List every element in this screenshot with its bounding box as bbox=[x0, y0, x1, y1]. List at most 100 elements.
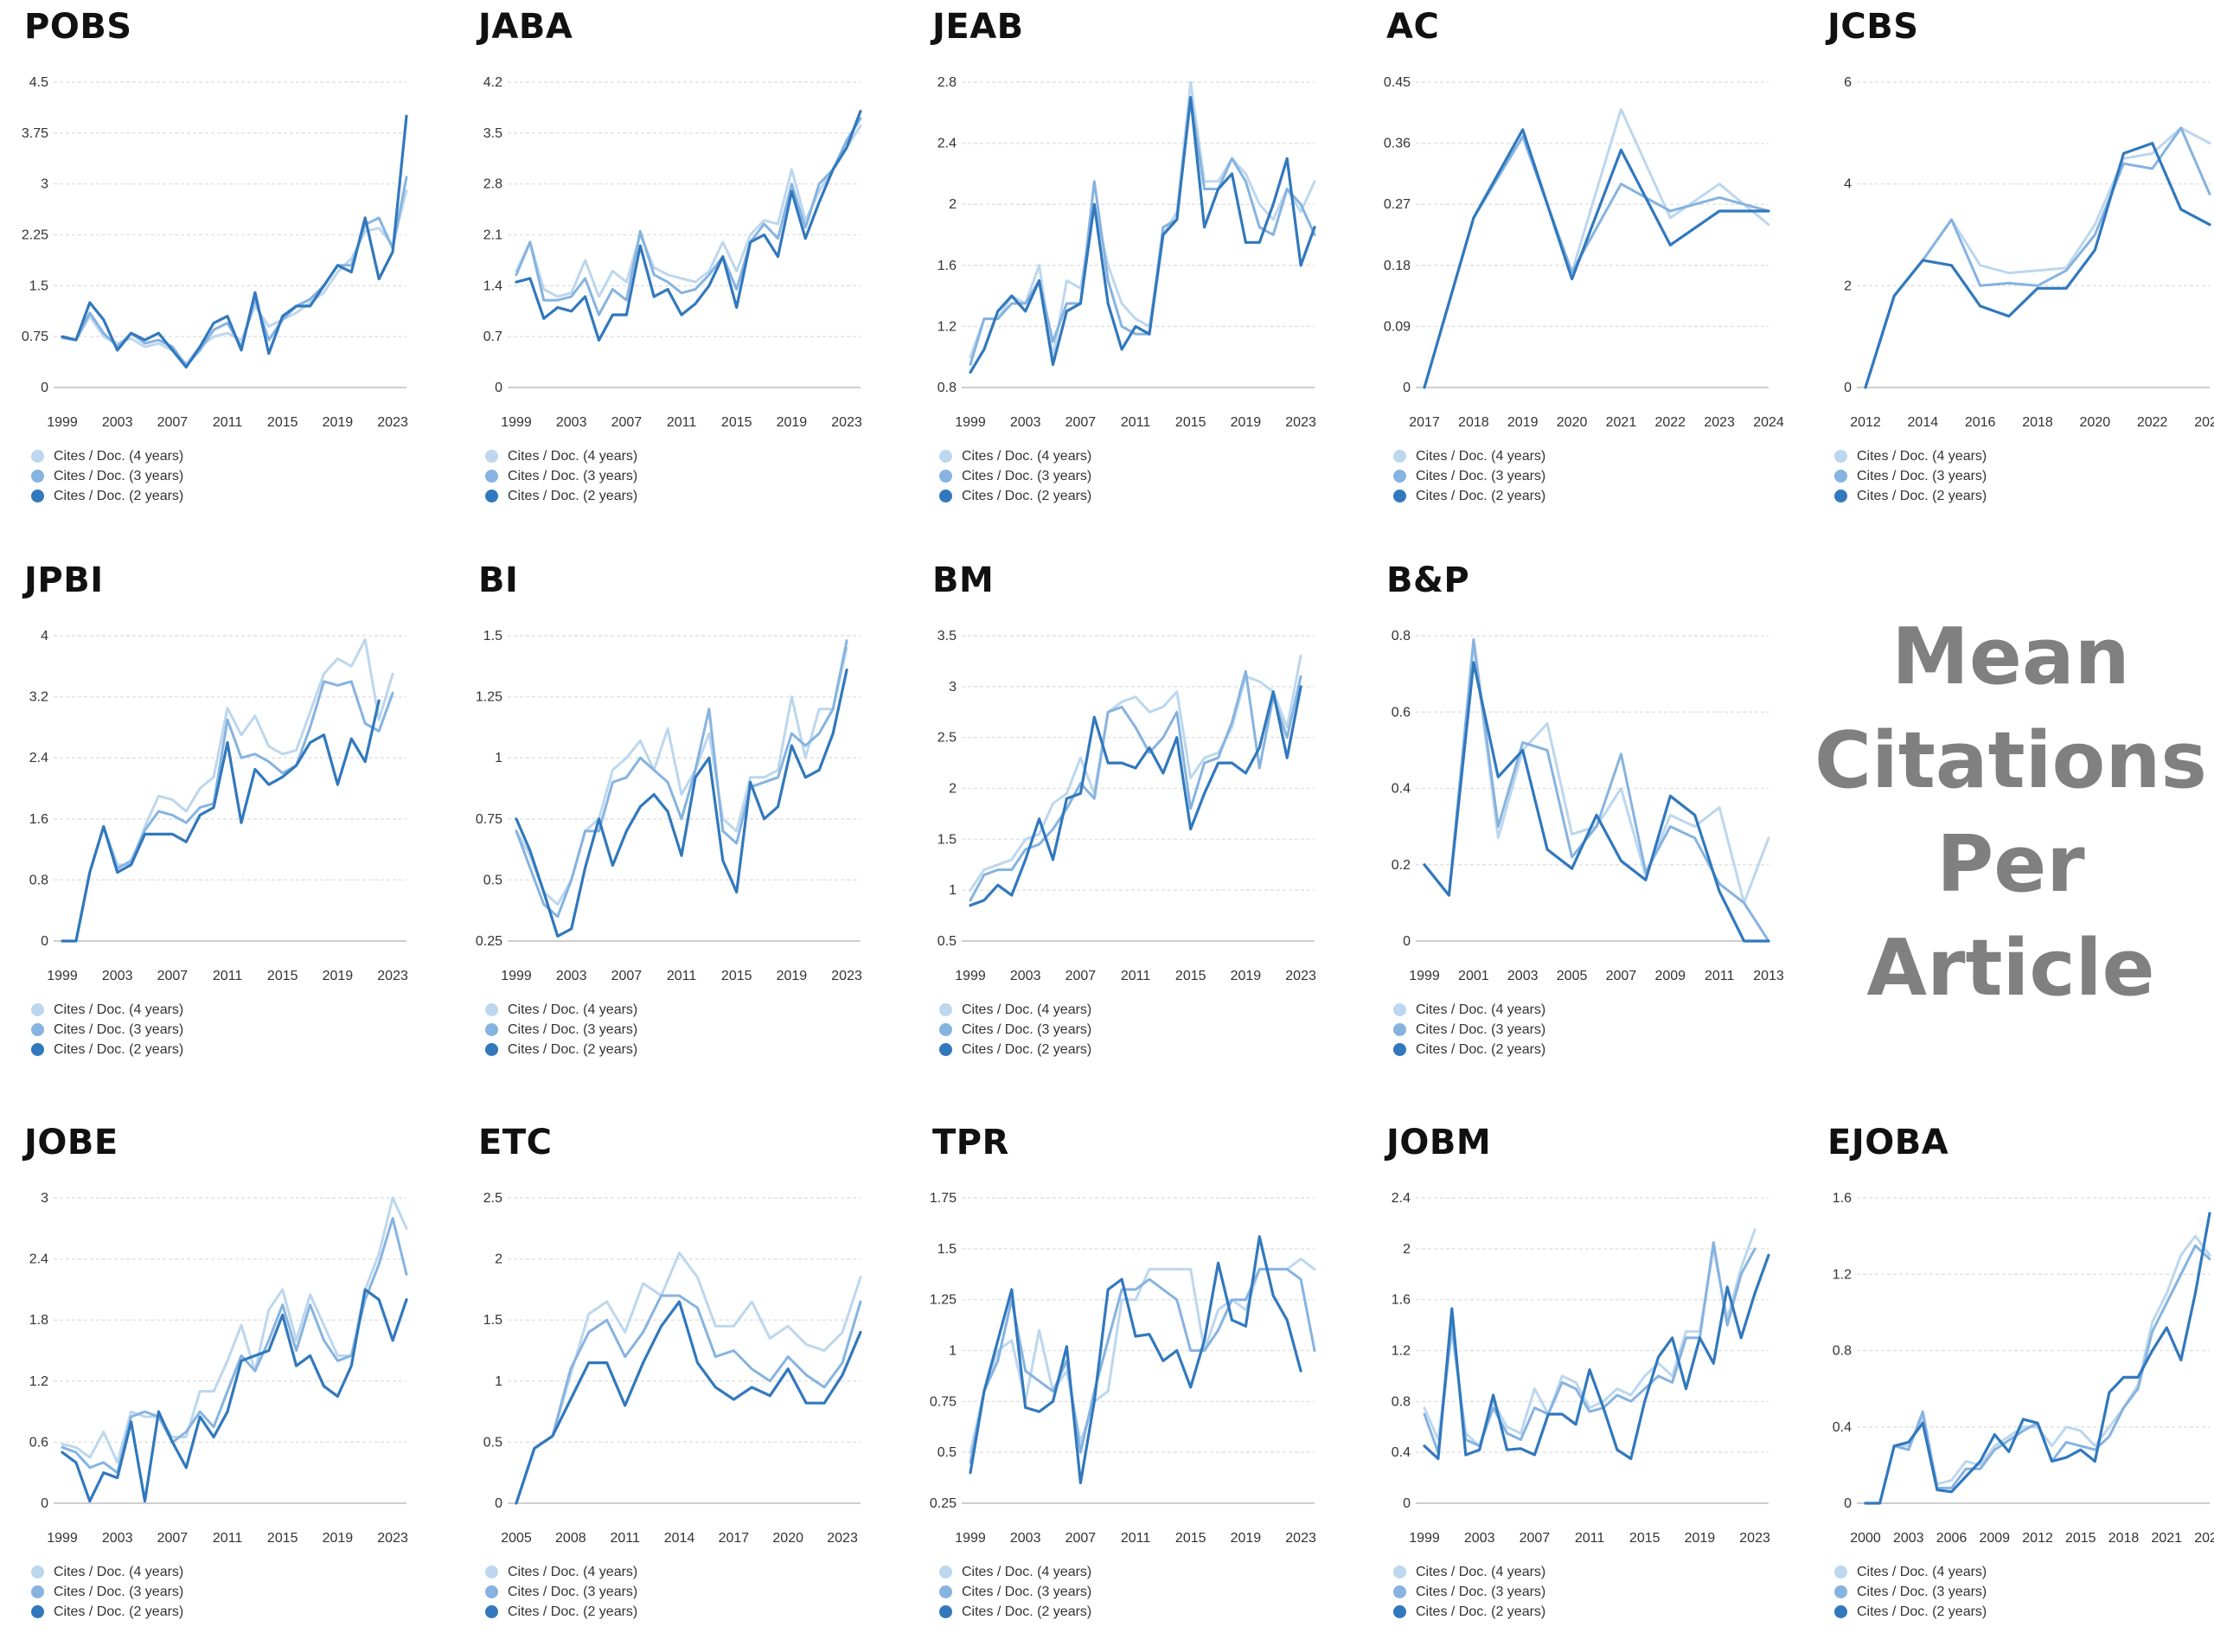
y-tick-label: 1.2 bbox=[1833, 1267, 1852, 1282]
x-tick-label: 2013 bbox=[1753, 969, 1784, 983]
x-tick-label: 2007 bbox=[1065, 969, 1097, 983]
x-tick-label: 1999 bbox=[47, 415, 78, 430]
line-chart: 0 0.4 0.8 1.2 1.6 2000 2003 2006 2009 2012 2015 201… bbox=[1833, 1191, 2214, 1546]
x-tick-label: 2019 bbox=[1507, 415, 1539, 430]
legend-swatch bbox=[485, 1585, 498, 1598]
y-tick-label: 0.25 bbox=[476, 934, 502, 949]
series-line bbox=[1864, 1234, 2211, 1505]
legend-item: Cites / Doc. (2 years) bbox=[939, 1602, 1091, 1622]
legend-item: Cites / Doc. (3 years) bbox=[939, 466, 1091, 486]
x-tick-label: 2023 bbox=[1285, 1531, 1316, 1546]
y-tick-label: 2.4 bbox=[29, 751, 48, 765]
x-tick-label: 2021 bbox=[2151, 1531, 2182, 1546]
legend-swatch bbox=[31, 470, 44, 483]
legend-swatch bbox=[31, 1585, 44, 1598]
y-tick-label: 2.4 bbox=[29, 1252, 48, 1267]
x-tick-label: 2003 bbox=[1010, 1531, 1041, 1546]
x-tick-label: 2020 bbox=[1557, 415, 1588, 430]
page-title-line: Citations bbox=[1814, 715, 2207, 806]
legend-label: Cites / Doc. (2 years) bbox=[1857, 488, 1987, 503]
x-tick-label: 2023 bbox=[377, 415, 408, 430]
legend-item: Cites / Doc. (2 years) bbox=[31, 486, 183, 506]
series-line bbox=[969, 80, 1316, 359]
x-tick-label: 2015 bbox=[1629, 1531, 1660, 1546]
x-tick-label: 2003 bbox=[102, 1531, 133, 1546]
legend-label: Cites / Doc. (4 years) bbox=[508, 448, 638, 464]
legend-swatch bbox=[31, 1605, 44, 1618]
chart-panel: ETC 0 0.5 1 1.5 2 2.5 2005 2008 2011 2014 2017 2020 2… bbox=[454, 1116, 886, 1652]
legend-item: Cites / Doc. (2 years) bbox=[939, 1040, 1091, 1060]
chart-title: POBS bbox=[24, 7, 132, 47]
chart-panel: POBS 0 0.75 1.5 2.25 3 3.75 4.5 1999 2003 2007 2011… bbox=[0, 0, 432, 536]
x-tick-label: 2021 bbox=[1606, 415, 1637, 430]
legend-swatch bbox=[939, 1003, 952, 1016]
legend: Cites / Doc. (4 years) Cites / Doc. (3 ye… bbox=[939, 446, 1091, 506]
chart-panel: JCBS 0 2 4 6 2012 2014 2016 2018 2020 2022 2024 Cite… bbox=[1803, 0, 2214, 536]
x-tick-label: 2015 bbox=[721, 415, 752, 430]
y-tick-label: 2 bbox=[1403, 1242, 1411, 1257]
legend-item: Cites / Doc. (4 years) bbox=[485, 1000, 637, 1020]
x-tick-label: 2011 bbox=[1121, 1531, 1151, 1546]
x-tick-label: 2015 bbox=[267, 1531, 298, 1546]
legend-item: Cites / Doc. (2 years) bbox=[31, 1040, 183, 1060]
x-tick-label: 1999 bbox=[1409, 1531, 1440, 1546]
chart-panel: JPBI 0 0.8 1.6 2.4 3.2 4 1999 2003 2007 2011 2015 20… bbox=[0, 554, 432, 1090]
x-tick-label: 2019 bbox=[777, 969, 808, 983]
chart-title: TPR bbox=[932, 1123, 1009, 1162]
y-tick-label: 0.75 bbox=[476, 812, 502, 827]
x-tick-label: 1999 bbox=[955, 969, 986, 983]
x-tick-label: 2007 bbox=[1520, 1531, 1551, 1546]
x-tick-label: 2003 bbox=[556, 969, 587, 983]
x-tick-label: 2015 bbox=[267, 969, 298, 983]
legend-label: Cites / Doc. (4 years) bbox=[54, 448, 184, 464]
x-tick-label: 2019 bbox=[323, 1531, 354, 1546]
x-tick-label: 2020 bbox=[2080, 415, 2111, 430]
series-line bbox=[61, 114, 408, 369]
x-tick-label: 2019 bbox=[1685, 1531, 1716, 1546]
x-tick-label: 2018 bbox=[2022, 415, 2053, 430]
y-tick-label: 1.6 bbox=[937, 259, 957, 273]
y-tick-label: 6 bbox=[1844, 75, 1852, 90]
series-line bbox=[515, 124, 862, 298]
x-tick-label: 1999 bbox=[955, 415, 986, 430]
y-tick-label: 0 bbox=[495, 1496, 502, 1511]
series-line bbox=[61, 189, 408, 365]
legend-item: Cites / Doc. (4 years) bbox=[939, 1562, 1091, 1582]
chart-title: JEAB bbox=[932, 7, 1024, 47]
chart-title: JOBE bbox=[24, 1123, 118, 1162]
y-tick-label: 1.4 bbox=[483, 279, 502, 293]
legend-label: Cites / Doc. (4 years) bbox=[54, 1002, 184, 1017]
y-tick-label: 3.2 bbox=[29, 690, 48, 705]
y-tick-label: 1 bbox=[949, 1344, 957, 1359]
x-tick-label: 2003 bbox=[102, 969, 133, 983]
legend-label: Cites / Doc. (3 years) bbox=[508, 1584, 638, 1599]
legend: Cites / Doc. (4 years) Cites / Doc. (3 ye… bbox=[1393, 1562, 1545, 1622]
y-tick-label: 1.2 bbox=[29, 1374, 48, 1389]
x-tick-label: 2020 bbox=[772, 1531, 803, 1546]
chart-title: ETC bbox=[478, 1123, 553, 1162]
series-line bbox=[1423, 637, 1770, 943]
legend-label: Cites / Doc. (3 years) bbox=[962, 1021, 1092, 1037]
x-tick-label: 2005 bbox=[501, 1531, 532, 1546]
legend-swatch bbox=[939, 490, 952, 503]
x-tick-label: 2003 bbox=[1010, 415, 1041, 430]
y-tick-label: 1.8 bbox=[29, 1313, 48, 1328]
legend-item: Cites / Doc. (3 years) bbox=[939, 1020, 1091, 1040]
legend-item: Cites / Doc. (3 years) bbox=[1834, 1582, 1987, 1602]
legend-item: Cites / Doc. (4 years) bbox=[939, 1000, 1091, 1020]
legend-item: Cites / Doc. (4 years) bbox=[1393, 446, 1545, 466]
legend-swatch bbox=[31, 1043, 44, 1056]
y-tick-label: 0 bbox=[1403, 1496, 1411, 1511]
legend-label: Cites / Doc. (3 years) bbox=[1857, 468, 1987, 483]
legend-label: Cites / Doc. (3 years) bbox=[54, 468, 184, 483]
y-tick-label: 0 bbox=[41, 1496, 48, 1511]
x-tick-label: 2015 bbox=[1175, 415, 1206, 430]
x-tick-label: 2011 bbox=[213, 1531, 243, 1546]
x-tick-label: 2022 bbox=[1654, 415, 1686, 430]
series-line bbox=[515, 639, 848, 919]
chart-title: AC bbox=[1386, 7, 1440, 47]
legend-swatch bbox=[485, 1605, 498, 1618]
x-tick-label: 2006 bbox=[1936, 1531, 1968, 1546]
legend-label: Cites / Doc. (3 years) bbox=[54, 1584, 184, 1599]
legend-item: Cites / Doc. (2 years) bbox=[485, 1602, 637, 1622]
